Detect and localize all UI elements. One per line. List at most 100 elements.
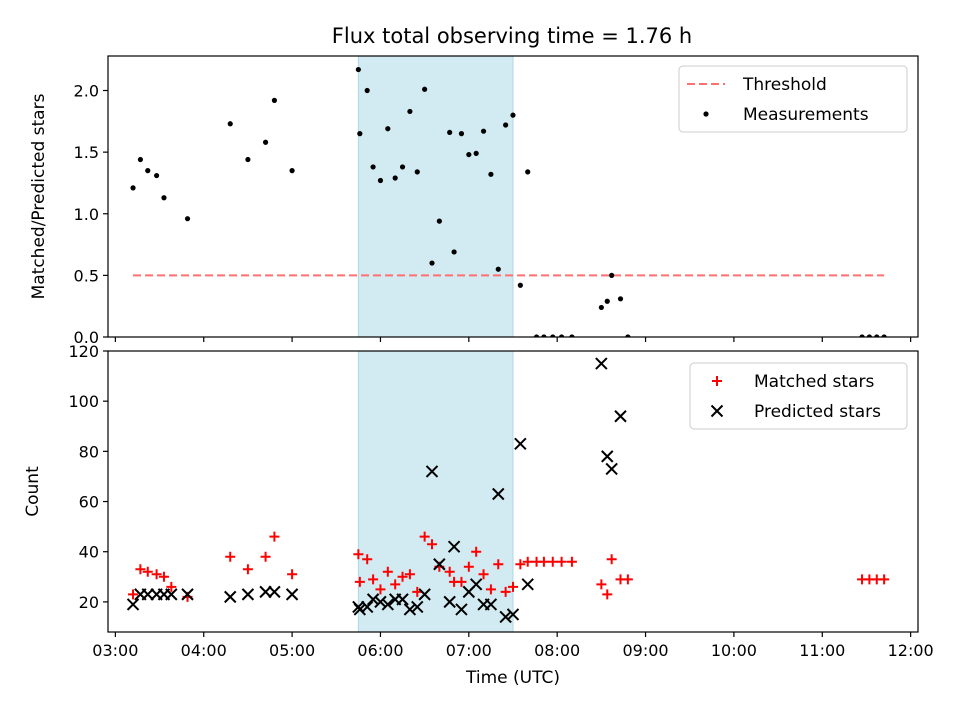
bottom-ytick-label: 80 — [79, 442, 99, 461]
matched-point — [412, 586, 423, 597]
predicted-point — [353, 603, 367, 616]
matched-point — [556, 556, 567, 567]
measurement-point — [451, 249, 457, 255]
matched-point — [368, 574, 379, 585]
matched-point — [500, 586, 511, 597]
chart-title: Flux total observing time = 1.76 h — [332, 24, 692, 48]
matched-point — [522, 556, 533, 567]
predicted-point — [499, 610, 512, 624]
predicted-point — [141, 588, 154, 601]
predicted-point — [366, 593, 380, 606]
xtick-label: 09:00 — [622, 641, 668, 660]
matched-point — [566, 556, 577, 567]
matched-point — [508, 581, 518, 592]
matched-point — [269, 531, 280, 542]
matched-point — [362, 554, 373, 565]
measurement-point — [414, 169, 420, 175]
xtick-label: 07:00 — [446, 641, 492, 660]
matched-point — [151, 569, 162, 580]
bottom-ytick-label: 40 — [79, 543, 99, 562]
measurement-point — [559, 334, 565, 337]
predicted-point — [447, 540, 461, 553]
measurement-point — [262, 139, 269, 145]
top-legend-box — [678, 65, 908, 133]
measurement-point — [604, 298, 610, 304]
bottom-legend-label: Matched stars — [754, 372, 874, 392]
matched-point — [606, 554, 617, 565]
xtick-label: 12:00 — [888, 641, 934, 660]
measurement-point — [503, 122, 509, 128]
measurement-point — [289, 168, 295, 174]
bottom-ytick-label: 120 — [68, 342, 99, 361]
predicted-point — [492, 487, 505, 501]
top-ytick-label: 0.5 — [74, 266, 99, 285]
matched-point — [515, 559, 526, 570]
predicted-point — [601, 450, 614, 463]
top-ylabel: Matched/Predicted stars — [29, 93, 49, 299]
xtick-label: 06:00 — [357, 641, 403, 660]
measurement-point — [154, 172, 160, 179]
measurement-point — [458, 131, 465, 137]
bottom-legend-box — [689, 362, 908, 430]
predicted-point — [418, 588, 431, 601]
measurement-point — [541, 334, 547, 337]
predicted-point — [126, 598, 140, 611]
matched-point — [158, 571, 169, 582]
measurement-point — [377, 177, 384, 184]
measurement-point — [525, 169, 531, 175]
matched-point — [390, 579, 401, 590]
measurement-point — [466, 151, 472, 158]
top-ytick-label: 1.0 — [74, 205, 99, 224]
measurement-point — [130, 185, 136, 191]
xtick-label: 10:00 — [711, 641, 757, 660]
predicted-point — [595, 357, 608, 370]
matched-point — [260, 551, 271, 562]
measurement-point — [161, 195, 167, 201]
xtick-label: 03:00 — [92, 641, 138, 660]
predicted-point — [381, 598, 395, 611]
bottom-panel: 20 40 60 80 100 120 03:00 04:00 05:00 06:00 07:00 0… — [23, 342, 934, 688]
matched-point — [463, 561, 474, 572]
measurement-point — [473, 150, 479, 156]
matched-point — [427, 539, 437, 550]
measurement-point — [271, 97, 278, 103]
matched-point — [353, 549, 364, 560]
xlabel: Time (UTC) — [465, 668, 560, 688]
predicted-point — [455, 603, 468, 616]
measurement-point — [357, 131, 363, 137]
matched-point — [135, 564, 146, 575]
top-legend-label: Threshold — [742, 75, 827, 95]
predicted-point — [425, 465, 439, 478]
top-observing-span — [357, 55, 514, 338]
matched-point — [354, 576, 365, 587]
matched-point — [404, 569, 415, 580]
xtick-label: 08:00 — [534, 641, 580, 660]
predicted-point — [224, 590, 237, 604]
xtick-label: 11:00 — [799, 641, 845, 660]
measurement-point — [145, 168, 151, 174]
measurement-point — [370, 164, 376, 170]
matched-point — [444, 566, 455, 577]
predicted-point — [469, 578, 483, 591]
matched-point — [242, 564, 253, 575]
bottom-ytick-label: 60 — [79, 493, 99, 512]
measurement-point — [598, 304, 604, 311]
predicted-point — [285, 588, 299, 601]
matched-point — [485, 584, 496, 595]
measurement-point — [480, 128, 487, 134]
matched-point — [128, 589, 139, 600]
matched-point — [596, 579, 607, 590]
measurement-point — [617, 296, 624, 302]
top-legend-label: Measurements — [743, 105, 869, 125]
top-ytick-label: 0.0 — [74, 328, 99, 347]
measurement-point — [407, 108, 413, 115]
predicted-point — [506, 608, 520, 621]
matched-point — [622, 574, 633, 585]
measurement-point — [517, 282, 523, 288]
top-ytick-label: 2.0 — [74, 82, 99, 101]
bottom-plot-area — [126, 357, 890, 624]
top-panel: 0.0 0.5 1.0 1.5 2.0 Matched/Predicted stars Th… — [29, 55, 919, 347]
predicted-point — [411, 600, 424, 614]
